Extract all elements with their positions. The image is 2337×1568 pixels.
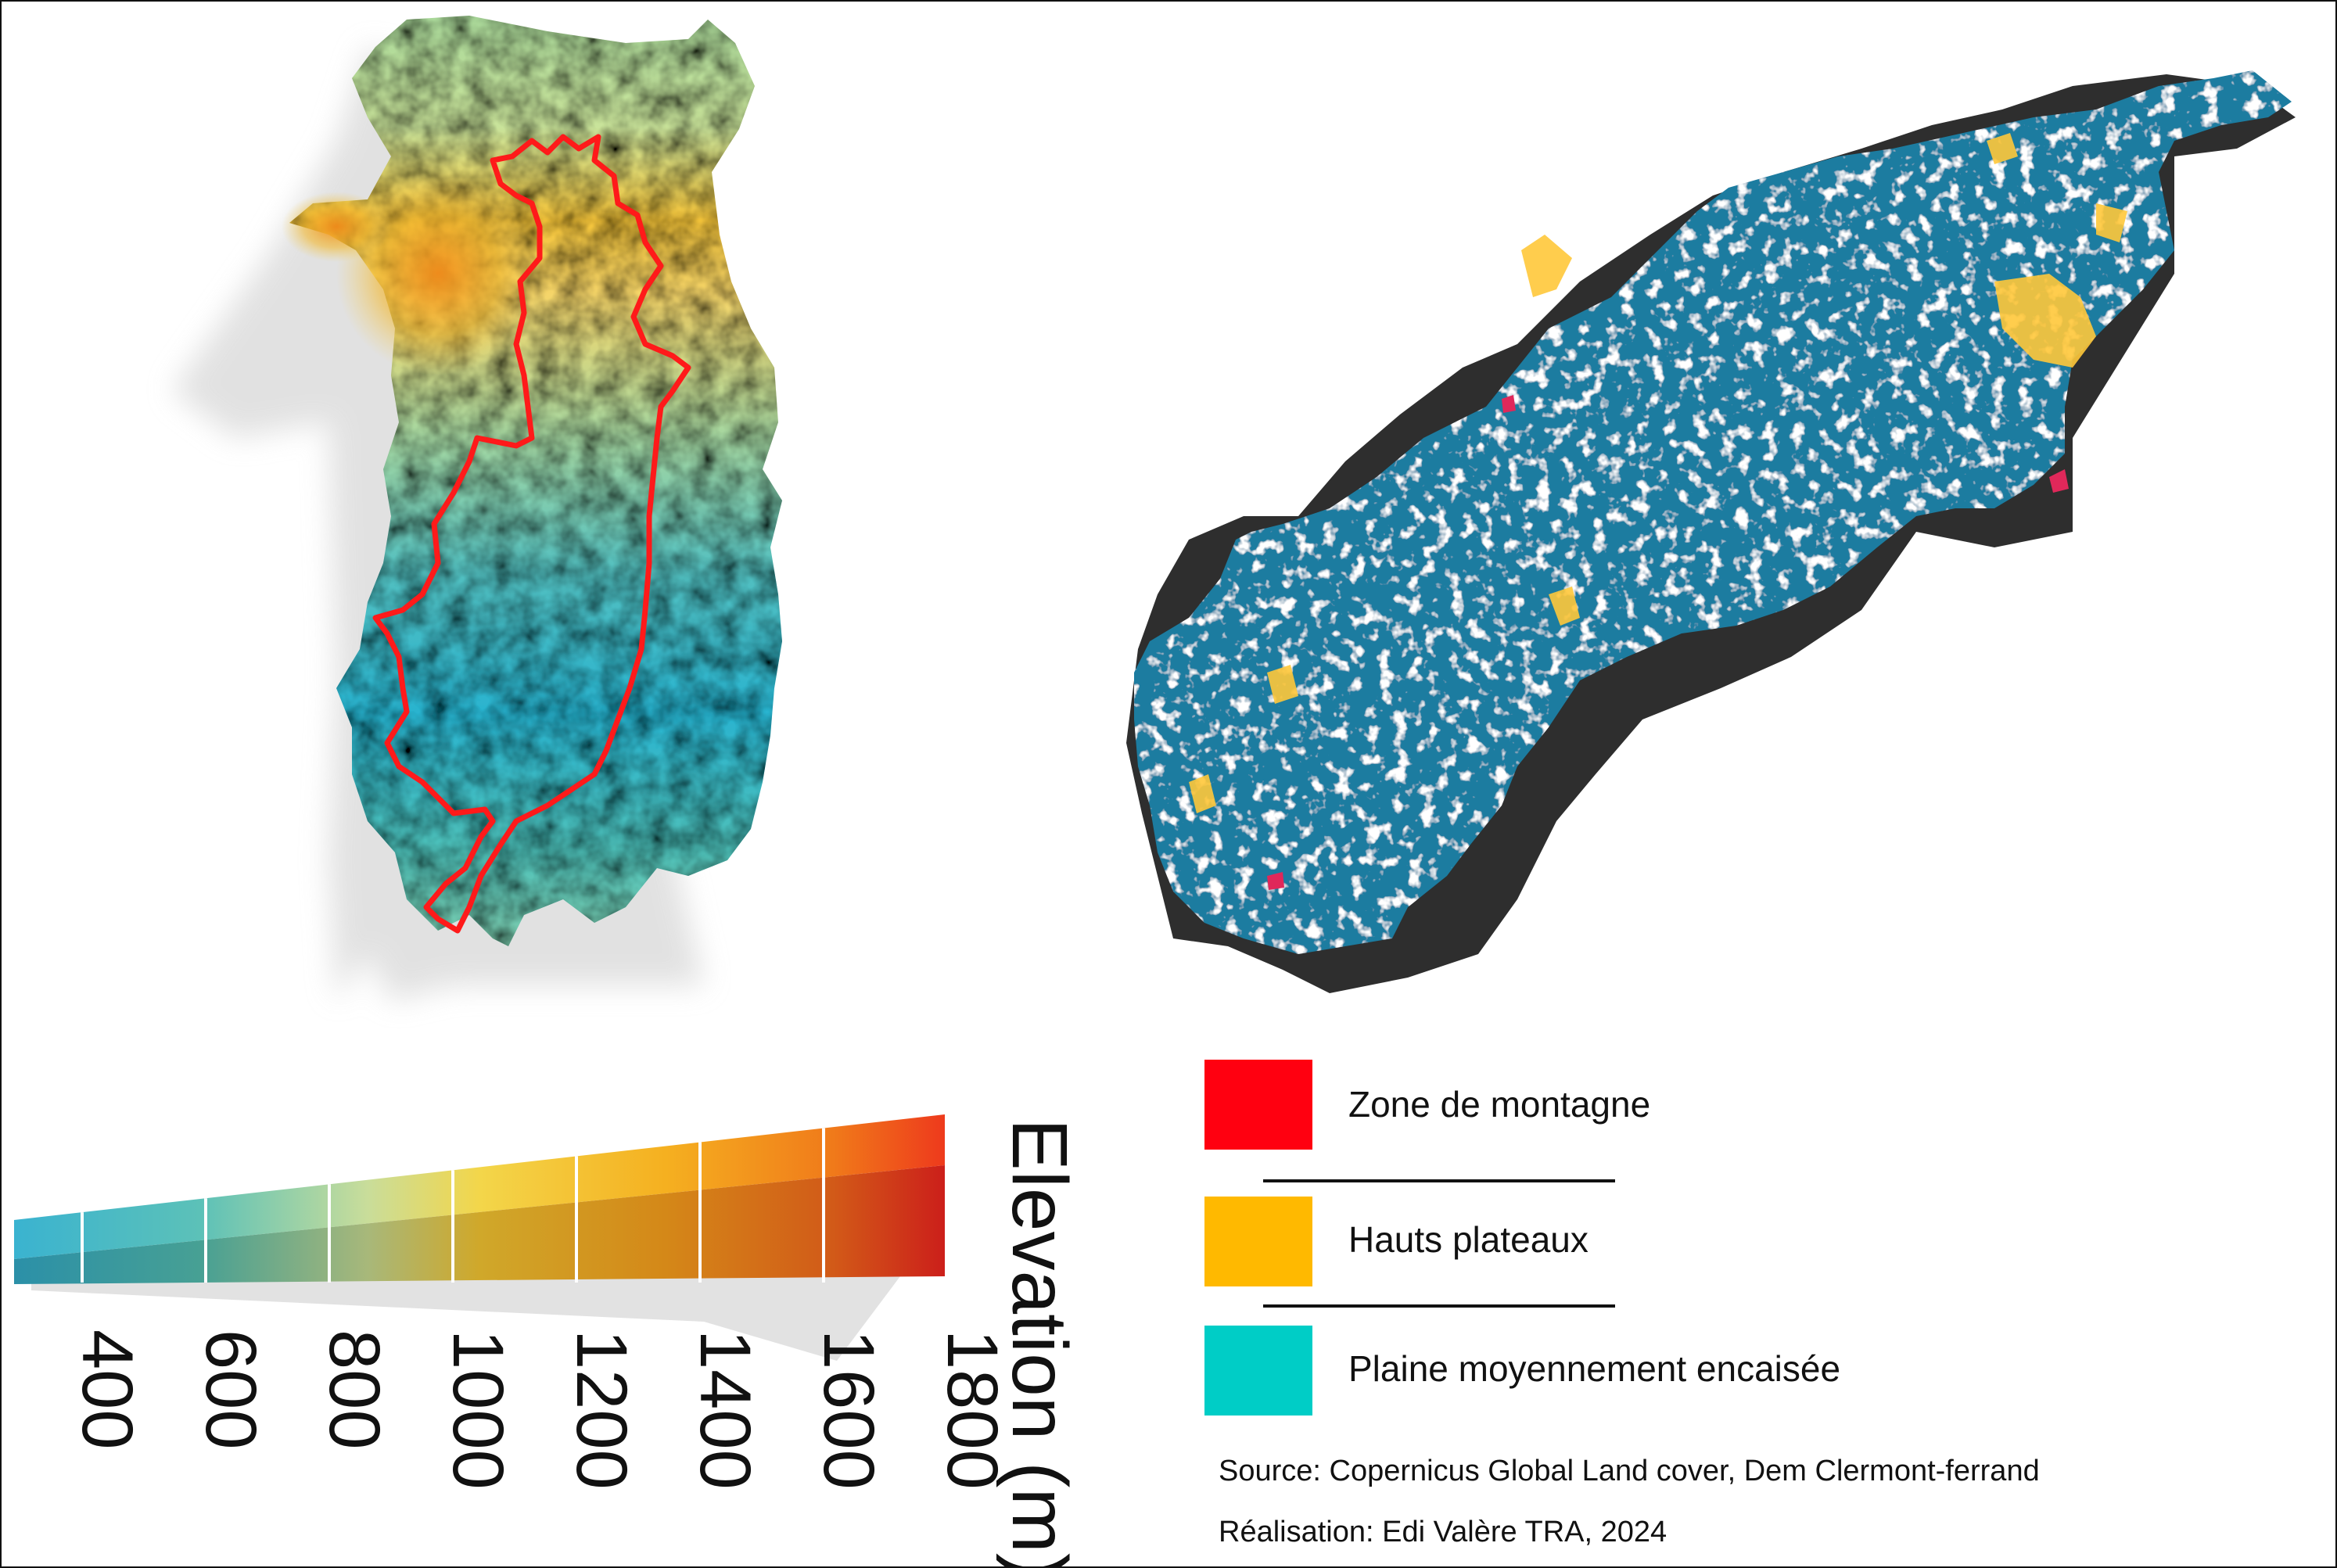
hauts-plateaux-patch [1987, 133, 2018, 164]
elevation-tick-label: 800 [314, 1329, 394, 1450]
zone-de-montagne-patch [2049, 469, 2069, 493]
author-credit: Réalisation: Edi Valère TRA, 2024 [1219, 1516, 1667, 1548]
elevation-tick-label: 1600 [809, 1329, 888, 1490]
elevation-tick-labels: 400 600 800 1000 1200 1400 1600 1800 [67, 1329, 1012, 1490]
zone-de-montagne-boundary [372, 134, 691, 934]
hauts-plateaux-patch [1189, 774, 1216, 813]
legend-divider [1263, 1304, 1615, 1308]
elevation-tick-label: 400 [67, 1329, 147, 1450]
elevation-tick-label: 1200 [562, 1329, 641, 1490]
legend-item-hauts-plateaux: Hauts plateaux [1204, 1197, 2080, 1286]
ramp-dividers [81, 1128, 825, 1283]
elevation-tick-label: 1400 [685, 1329, 765, 1490]
source-credit: Source: Copernicus Global Land cover, De… [1219, 1455, 2040, 1487]
ramp-side-face [14, 1165, 945, 1284]
elevation-tick-label: 1000 [438, 1329, 518, 1490]
legend-item-plaine: Plaine moyennement encaisée [1204, 1326, 2080, 1416]
zone-de-montagne-swatch [1204, 1060, 1312, 1150]
zone-de-montagne-patch [1267, 872, 1284, 890]
elevation-tick-label: 1800 [932, 1329, 1012, 1490]
landcover-legend: Zone de montagne Hauts plateaux Plaine m… [1204, 1060, 2080, 1466]
hauts-plateaux-patch [2096, 203, 2127, 242]
legend-item-zone-de-montagne: Zone de montagne [1204, 1060, 2080, 1150]
hauts-plateaux-swatch [1204, 1197, 1312, 1286]
hauts-plateaux-patch [1521, 235, 1572, 297]
elevation-legend-title: Elevation (m) [996, 1118, 1083, 1568]
hauts-plateaux-patch [1267, 665, 1298, 704]
hauts-plateaux-patch [1994, 274, 2096, 368]
legend-label: Zone de montagne [1348, 1084, 1651, 1125]
ramp-top-face [14, 1114, 945, 1259]
plaine-swatch [1204, 1326, 1312, 1416]
highland-hotspot-west [282, 192, 391, 262]
legend-label: Plaine moyennement encaisée [1348, 1348, 1841, 1389]
ramp-shadow [31, 1267, 907, 1361]
zone-de-montagne-patch [1502, 395, 1516, 413]
elevation-tick-label: 600 [191, 1329, 271, 1450]
hauts-plateaux-patch [1549, 587, 1580, 626]
legend-label: Hauts plateaux [1348, 1219, 1589, 1260]
legend-divider [1263, 1179, 1615, 1182]
